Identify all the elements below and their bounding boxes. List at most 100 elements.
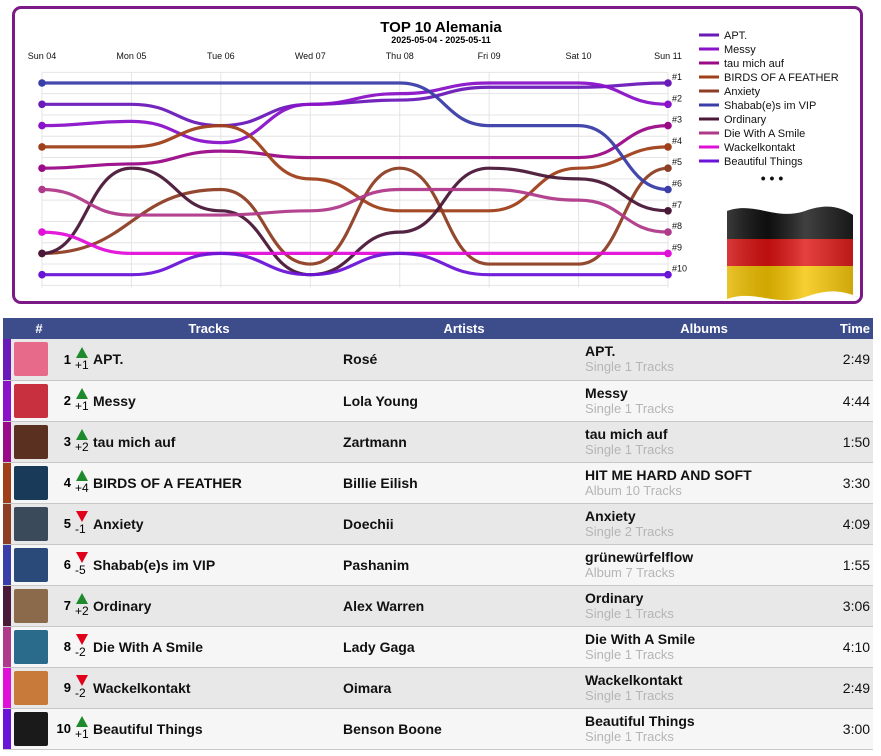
series-start-point — [38, 164, 46, 172]
series-line[interactable] — [40, 81, 670, 128]
table-row[interactable]: 9 -2 Wackelkontakt Oimara Wackelkontakt Singl… — [3, 667, 874, 708]
cover-cell — [11, 503, 49, 544]
track-title[interactable]: Shabab(e)s im VIP — [93, 556, 216, 573]
position-number: 7 — [63, 598, 72, 613]
series-line[interactable] — [40, 230, 670, 256]
track-duration: 4:44 — [842, 392, 871, 409]
rank-change-value: +1 — [75, 399, 89, 413]
album-cover-image[interactable] — [14, 506, 48, 541]
legend-label: Messy — [724, 44, 756, 56]
album-title[interactable]: Ordinary — [585, 589, 644, 606]
rank-change: -1 — [75, 503, 93, 544]
series-line[interactable] — [40, 123, 670, 213]
artist-name[interactable]: Oimara — [343, 679, 392, 696]
album-cover-image[interactable] — [14, 342, 48, 377]
album-title[interactable]: Messy — [585, 384, 628, 401]
table-row[interactable]: 2 +1 Messy Lola Young Messy Single 1 Tracks 4:… — [3, 380, 874, 421]
series-line[interactable] — [40, 166, 670, 277]
table-row[interactable]: 8 -2 Die With A Smile Lady Gaga Die With A S… — [3, 626, 874, 667]
album-cell: Messy Single 1 Tracks — [585, 380, 823, 421]
track-title[interactable]: Die With A Smile — [93, 638, 204, 655]
artist-name[interactable]: Doechii — [343, 515, 394, 532]
table-row[interactable]: 5 -1 Anxiety Doechii Anxiety Single 2 Tracks 4… — [3, 503, 874, 544]
table-row[interactable]: 1 +1 APT. Rosé APT. Single 1 Tracks 2:49 — [3, 339, 874, 380]
album-meta: Single 1 Tracks — [585, 646, 674, 662]
series-start-point — [38, 185, 46, 194]
header-time: Time — [839, 321, 871, 336]
track-duration: 4:09 — [842, 515, 871, 532]
header-artists: Artists — [443, 321, 485, 336]
album-meta: Single 1 Tracks — [585, 687, 674, 703]
album-title[interactable]: APT. — [585, 343, 616, 360]
album-cover-image[interactable] — [14, 588, 48, 623]
series-end-point — [664, 228, 672, 236]
album-title[interactable]: Beautiful Things — [585, 712, 695, 729]
album-title[interactable]: Anxiety — [585, 507, 636, 524]
row-color-stripe — [3, 339, 11, 380]
artist-name[interactable]: Rosé — [343, 351, 378, 368]
series-line[interactable] — [40, 81, 670, 145]
series-line[interactable] — [40, 251, 670, 277]
album-cover-image[interactable] — [14, 670, 48, 705]
rank-change-value: +2 — [75, 604, 89, 618]
cover-cell — [11, 708, 49, 749]
series-line[interactable] — [40, 166, 670, 266]
album-cell: Ordinary Single 1 Tracks — [585, 585, 823, 626]
legend-more-indicator: • • • — [761, 170, 784, 186]
track-duration: 3:06 — [842, 597, 871, 614]
album-cover-image[interactable] — [14, 383, 48, 418]
table-row[interactable]: 7 +2 Ordinary Alex Warren Ordinary Single 1 T… — [3, 585, 874, 626]
album-title[interactable]: Die With A Smile — [585, 630, 696, 647]
rank-change-value: +4 — [75, 481, 89, 495]
series-line[interactable] — [40, 81, 670, 192]
artist-name[interactable]: Alex Warren — [343, 597, 425, 614]
artist-name[interactable]: Benson Boone — [343, 720, 442, 737]
table-row[interactable]: 4 +4 BIRDS OF A FEATHER Billie Eilish HIT ME… — [3, 462, 874, 503]
rank-change: -2 — [75, 667, 93, 708]
row-color-stripe — [3, 585, 11, 626]
album-meta: Single 1 Tracks — [585, 359, 674, 375]
table-row[interactable]: 6 -5 Shabab(e)s im VIP Pashanim grünewürfelf… — [3, 544, 874, 585]
rank-change: +1 — [75, 708, 93, 749]
album-cover-image[interactable] — [14, 465, 48, 500]
album-cover-image[interactable] — [14, 547, 48, 582]
position-number: 3 — [63, 434, 72, 449]
arrow-down-icon — [76, 675, 89, 686]
arrow-down-icon — [76, 634, 89, 645]
track-title[interactable]: BIRDS OF A FEATHER — [93, 474, 242, 491]
album-title[interactable]: tau mich auf — [585, 425, 668, 442]
series-end-point — [664, 143, 672, 151]
album-cell: Anxiety Single 2 Tracks — [585, 503, 823, 544]
cover-cell — [11, 421, 49, 462]
artist-name[interactable]: Zartmann — [343, 433, 407, 450]
album-title[interactable]: Wackelkontakt — [585, 671, 683, 688]
rank-tick-label: #6 — [672, 179, 682, 189]
track-duration: 4:10 — [842, 638, 871, 655]
series-line[interactable] — [40, 124, 670, 170]
x-tick-label: Sat 10 — [566, 51, 592, 61]
rank-change: +1 — [75, 339, 93, 380]
artist-name[interactable]: Lola Young — [343, 392, 418, 409]
table-row[interactable]: 3 +2 tau mich auf Zartmann tau mich auf Singl… — [3, 421, 874, 462]
track-title[interactable]: tau mich auf — [93, 433, 176, 450]
track-title[interactable]: Ordinary — [93, 597, 152, 614]
track-title[interactable]: APT. — [93, 351, 124, 368]
artist-name[interactable]: Lady Gaga — [343, 638, 415, 655]
track-title[interactable]: Messy — [93, 392, 136, 409]
artist-name[interactable]: Billie Eilish — [343, 474, 418, 491]
track-title[interactable]: Wackelkontakt — [93, 679, 191, 696]
legend-label: APT. — [724, 30, 747, 42]
track-title[interactable]: Anxiety — [93, 515, 144, 532]
album-cover-image[interactable] — [14, 629, 48, 664]
album-cover-image[interactable] — [14, 424, 48, 459]
table-row[interactable]: 10 +1 Beautiful Things Benson Boone Beautifu… — [3, 708, 874, 749]
rank-change: +4 — [75, 462, 93, 503]
album-title[interactable]: grünewürfelflow — [585, 548, 694, 565]
position-number: 9 — [63, 680, 72, 695]
album-cover-image[interactable] — [14, 711, 48, 746]
series-line[interactable] — [40, 187, 670, 234]
album-title[interactable]: HIT ME HARD AND SOFT — [585, 466, 752, 483]
artist-name[interactable]: Pashanim — [343, 556, 410, 573]
chart-subtitle: 2025-05-04 - 2025-05-11 — [391, 35, 491, 45]
track-title[interactable]: Beautiful Things — [93, 720, 203, 737]
